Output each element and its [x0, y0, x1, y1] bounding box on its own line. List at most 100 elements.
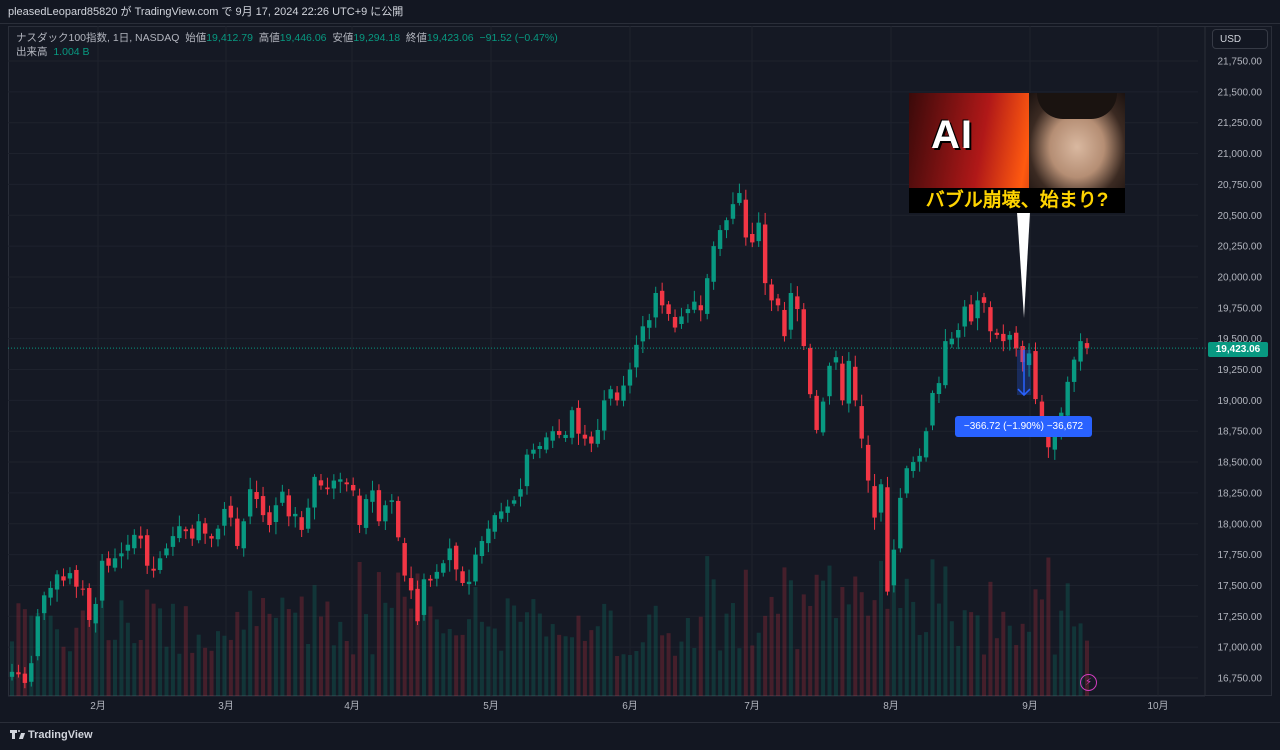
volume-bar [1007, 625, 1012, 696]
volume-bar [904, 578, 909, 696]
y-tick-label: 20,250.00 [1218, 242, 1263, 253]
volume-bar [1078, 623, 1083, 696]
candle-body [994, 332, 1000, 335]
volume-bar [383, 602, 388, 696]
candle-body [54, 574, 60, 590]
last-price-tag: 19,423.06 [1208, 342, 1268, 357]
candle-body [865, 444, 871, 481]
candle-body [190, 528, 195, 539]
volume-bar [1039, 599, 1044, 696]
volume-bar [595, 626, 600, 696]
volume-bar [924, 632, 929, 696]
volume-bar [55, 629, 60, 696]
candle-body [460, 571, 465, 583]
volume-bar [409, 608, 414, 696]
volume-bar [930, 559, 935, 696]
close-label: 終値 [405, 32, 427, 44]
volume-value: 1.004 B [53, 46, 90, 58]
volume-bar [241, 629, 246, 696]
candle-body [312, 476, 317, 508]
candle-body [183, 529, 189, 532]
volume-bar [563, 636, 568, 696]
volume-bar [364, 614, 369, 696]
video-thumbnail[interactable]: AI バブル崩壊、始まり? [909, 93, 1125, 213]
candle-body [653, 292, 658, 318]
volume-bar [1033, 589, 1038, 696]
volume-bar [537, 613, 542, 696]
candle-body [106, 558, 111, 566]
x-tick-label: 3月 [218, 700, 234, 712]
candle-body [602, 400, 607, 431]
volume-bar [370, 654, 375, 696]
volume-bar [280, 597, 285, 696]
candle-body [357, 495, 362, 525]
tradingview-logo[interactable]: TradingView [10, 729, 93, 741]
candle-body [164, 548, 169, 556]
candle-body [87, 588, 92, 621]
currency-button[interactable]: USD [1212, 29, 1268, 49]
candle-body [338, 479, 343, 482]
y-tick-label: 17,500.00 [1218, 581, 1263, 592]
candle-body [711, 246, 716, 282]
volume-bar [1020, 623, 1025, 696]
volume-bar [1059, 610, 1064, 696]
symbol-name[interactable]: ナスダック100指数, 1日, NASDAQ [16, 32, 180, 44]
candle-body [370, 490, 375, 502]
candle-body [659, 290, 665, 306]
volume-bar [402, 596, 407, 696]
volume-bar [67, 651, 72, 696]
measure-arrow-head [1017, 388, 1031, 397]
candle-body [576, 407, 581, 434]
x-tick-label: 6月 [622, 700, 638, 712]
candle-body [325, 487, 330, 490]
change-value: −91.52 (−0.47%) [479, 32, 558, 44]
volume-bar [776, 613, 781, 696]
volume-bar [415, 573, 420, 696]
volume-bar [42, 598, 47, 696]
candle-body [41, 595, 47, 614]
volume-bar [112, 639, 117, 696]
candle-body [67, 573, 73, 579]
publish-header: pleasedLeopard85820 が TradingView.com で … [0, 0, 1280, 24]
flash-icon[interactable]: ⚡ [1080, 674, 1097, 691]
candle-body [415, 588, 420, 622]
price-chart[interactable]: 21,750.00 21,500.00 21,250.00 21,000.00 20,7… [0, 0, 1280, 722]
candle-body [466, 581, 472, 585]
y-tick-label: 16,750.00 [1218, 674, 1263, 685]
volume-bar [621, 654, 626, 696]
candle-body [222, 508, 227, 526]
volume-bar [434, 619, 439, 696]
candle-body [550, 431, 555, 441]
volume-bar [859, 592, 864, 696]
candle-body [930, 392, 935, 426]
volume-bar [936, 603, 941, 696]
candle-body [1039, 401, 1045, 419]
candle-body [1013, 332, 1019, 349]
volume-bar [627, 654, 632, 696]
volume-bar [125, 622, 130, 696]
candle-body [936, 383, 942, 395]
volume-label[interactable]: 出来高 [16, 46, 48, 58]
candle-body [344, 482, 349, 485]
volume-bar [421, 582, 426, 696]
candle-body [647, 320, 652, 328]
candle-body [99, 560, 105, 601]
volume-bar [608, 610, 613, 696]
volume-bar [788, 580, 793, 696]
candle-body [1084, 343, 1090, 349]
candle-body [202, 523, 208, 534]
candle-body [943, 341, 948, 386]
candle-body [762, 224, 768, 284]
volume-bar [164, 646, 169, 696]
x-tick-label: 4月 [344, 700, 360, 712]
person-hair [1037, 93, 1117, 119]
volume-bar [376, 572, 381, 696]
low-value: 19,294.18 [353, 32, 401, 44]
volume-bar [833, 618, 838, 696]
volume-bar [100, 589, 105, 696]
volume-bar [891, 583, 896, 696]
y-tick-label: 19,750.00 [1218, 303, 1263, 314]
volume-bar [718, 650, 723, 696]
volume-bar [441, 633, 446, 696]
candle-body [119, 553, 124, 557]
